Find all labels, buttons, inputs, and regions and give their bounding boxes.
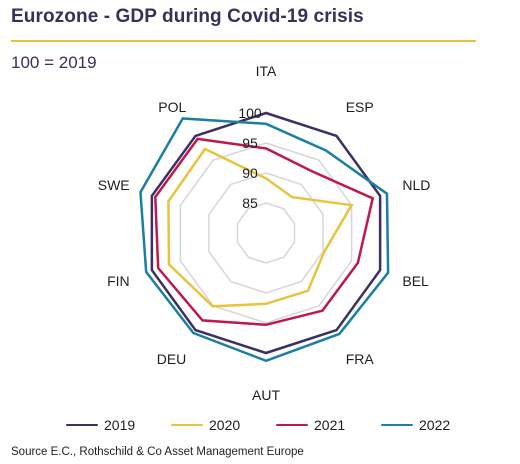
chart-title: Eurozone - GDP during Covid-19 crisis	[11, 6, 364, 27]
legend-swatch-2020	[171, 423, 203, 427]
tick-label-95: 95	[242, 135, 258, 151]
axis-label-BEL: BEL	[402, 273, 429, 289]
tick-label-85: 85	[242, 195, 258, 211]
legend-swatch-2019	[66, 423, 98, 427]
axis-label-FIN: FIN	[107, 273, 130, 289]
axis-label-FRA: FRA	[346, 351, 375, 367]
axis-label-POL: POL	[158, 99, 186, 115]
chart-subtitle: 100 = 2019	[11, 53, 97, 72]
source-note: Source E.C., Rothschild & Co Asset Manag…	[11, 446, 304, 458]
legend-label-2019: 2019	[104, 417, 136, 433]
legend-label-2021: 2021	[314, 417, 346, 433]
grid-ring-95	[179, 142, 353, 324]
chart-legend: 2019 2020 2021 2022	[66, 414, 486, 436]
grid-ring-90	[208, 172, 324, 294]
legend-label-2020: 2020	[209, 417, 241, 433]
title-rule	[11, 40, 476, 42]
legend-swatch-2022	[381, 423, 413, 427]
axis-label-DEU: DEU	[157, 351, 187, 367]
axis-label-NLD: NLD	[402, 177, 430, 193]
grid-ring-85	[236, 202, 296, 264]
axis-label-AUT: AUT	[252, 387, 280, 403]
tick-label-100: 100	[238, 105, 262, 121]
series-2021	[154, 137, 375, 327]
legend-label-2022: 2022	[419, 417, 451, 433]
axis-label-SWE: SWE	[98, 177, 130, 193]
tick-label-90: 90	[242, 165, 258, 181]
legend-swatch-2021	[276, 423, 308, 427]
legend-item-2021: 2021	[276, 414, 345, 436]
axis-label-ITA: ITA	[256, 63, 277, 79]
legend-item-2020: 2020	[171, 414, 240, 436]
legend-item-2022: 2022	[381, 414, 450, 436]
legend-item-2019: 2019	[66, 414, 135, 436]
axis-label-ESP: ESP	[346, 99, 374, 115]
